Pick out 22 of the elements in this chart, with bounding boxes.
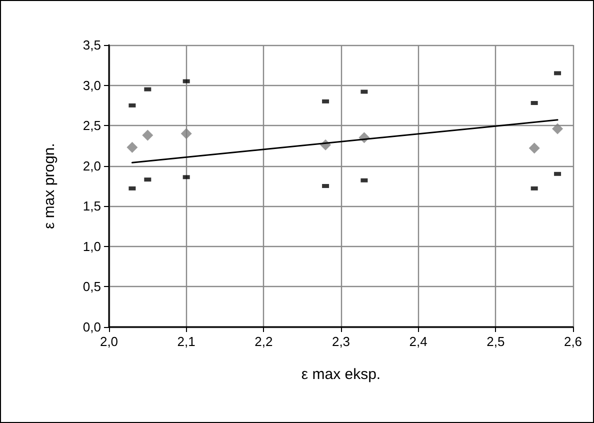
y-tick-label: 1,5 [82,198,101,214]
y-axis-title: ε max progn. [41,143,58,229]
x-tick-label: 2,6 [564,334,582,349]
y-tick-label: 0,5 [82,279,101,294]
x-tick-label: 2,2 [254,334,273,349]
y-tick-label: 3,5 [82,38,101,52]
y-tick-label: 0,0 [82,320,101,334]
x-tick-label: 2,4 [409,334,428,349]
x-tick-label: 2,1 [177,334,196,349]
y-tick-label: 3,0 [82,78,101,93]
point [528,142,540,154]
point [126,142,138,153]
x-tick-label: 2,5 [486,334,505,349]
y-tick-label: 2,5 [82,118,101,134]
x-axis-title: ε max eksp. [301,366,381,383]
x-tick-label: 2,0 [100,334,118,349]
point [552,123,564,134]
point [142,130,154,141]
point [180,128,192,140]
y-tick-label: 1,0 [82,238,101,254]
x-tick-label: 2,3 [332,334,350,349]
y-tick-label: 2,0 [82,158,101,174]
